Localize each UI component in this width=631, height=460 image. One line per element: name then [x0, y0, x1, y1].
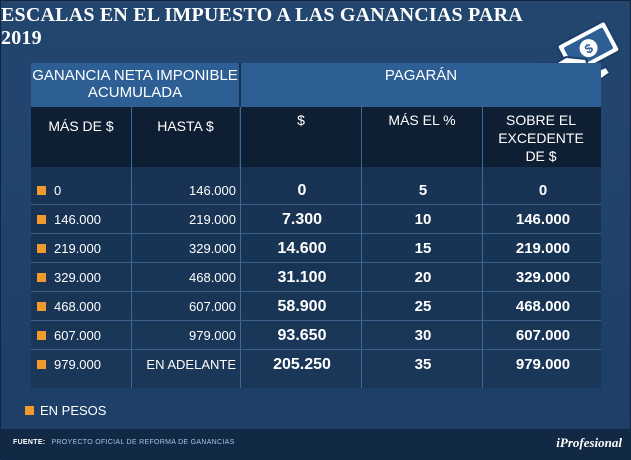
table-row: 468.000 607.000 58.900 25 468.000	[31, 292, 601, 321]
column-header-mas-el-pct: MÁS EL %	[388, 112, 456, 128]
cell-mas-de: 329.000	[31, 263, 131, 292]
legend-swatch-icon	[25, 406, 34, 415]
column-divider	[361, 107, 362, 388]
group-header-pagaran: PAGARÁN	[384, 67, 458, 84]
column-divider	[131, 107, 132, 388]
cell-pesos: 205.250	[273, 355, 331, 373]
table-row: 0 146.000 0 5 0	[31, 176, 601, 205]
bullet-icon	[37, 360, 46, 369]
subheader-cell	[241, 107, 361, 167]
cell-pct: 30	[414, 327, 432, 344]
cell-hasta: 468.000	[189, 270, 236, 285]
source-note: FUENTE: PROYECTO OFICIAL DE REFORMA DE GA…	[13, 439, 235, 446]
cell-mas-de: 979.000	[31, 350, 131, 379]
cell-excedente: 607.000	[515, 327, 571, 344]
cell-hasta: 219.000	[189, 212, 236, 227]
bullet-icon	[37, 273, 46, 282]
cell-mas-de-value: 219.000	[54, 241, 101, 256]
subheader-cell	[362, 107, 482, 167]
cell-excedente: 468.000	[515, 298, 571, 315]
cell-excedente: 146.000	[515, 211, 571, 228]
column-header-pesos: $	[297, 112, 305, 128]
cell-pct: 10	[414, 211, 432, 228]
cell-mas-de: 607.000	[31, 321, 131, 350]
cell-mas-de-value: 468.000	[54, 299, 101, 314]
cell-pesos: 93.650	[277, 326, 327, 344]
bullet-icon	[37, 331, 46, 340]
subheader-cell	[31, 107, 131, 167]
table-row: 219.000 329.000 14.600 15 219.000	[31, 234, 601, 263]
row-divider	[31, 233, 601, 234]
tax-scale-table: GANANCIA NETA IMPONIBLE ACUMULADA PAGARÁ…	[31, 63, 601, 388]
table-row: 329.000 468.000 31.100 20 329.000	[31, 263, 601, 292]
column-header-excedente: SOBRE EL EXCEDENTE DE $	[498, 112, 584, 164]
cell-excedente: 979.000	[515, 356, 571, 373]
cell-pct: 20	[414, 269, 432, 286]
cell-excedente: 329.000	[515, 269, 571, 286]
page-title: ESCALAS EN EL IMPUESTO A LAS GANANCIAS P…	[1, 4, 522, 49]
cell-mas-de-value: 329.000	[54, 270, 101, 285]
legend: EN PESOS	[25, 403, 106, 418]
bullet-icon	[37, 244, 46, 253]
table-row: 979.000 EN ADELANTE 205.250 35 979.000	[31, 350, 601, 379]
cell-hasta: 329.000	[189, 241, 236, 256]
cell-mas-de-value: 607.000	[54, 328, 101, 343]
cell-pesos: 14.600	[277, 239, 327, 257]
cell-pesos: 31.100	[277, 268, 327, 286]
cell-mas-de: 0	[31, 176, 131, 205]
cell-pesos: 7.300	[281, 210, 323, 228]
cell-hasta: 979.000	[189, 328, 236, 343]
cell-mas-de-value: 0	[54, 183, 62, 198]
bullet-icon	[37, 302, 46, 311]
group-header-ganancia: GANANCIA NETA IMPONIBLE ACUMULADA	[32, 67, 238, 101]
cell-pesos: 0	[297, 181, 307, 199]
row-divider	[31, 204, 601, 205]
row-divider	[31, 262, 601, 263]
cell-hasta: 607.000	[189, 299, 236, 314]
cell-mas-de: 468.000	[31, 292, 131, 321]
column-divider	[482, 107, 483, 388]
table-row: 146.000 219.000 7.300 10 146.000	[31, 205, 601, 234]
column-header-mas-de: MÁS DE $	[48, 118, 114, 134]
row-divider	[31, 320, 601, 321]
cell-pct: 5	[418, 182, 428, 199]
source-text: PROYECTO OFICIAL DE REFORMA DE GANANCIAS	[51, 439, 235, 446]
bullet-icon	[37, 215, 46, 224]
column-header-hasta: HASTA $	[157, 118, 214, 134]
cell-mas-de-value: 146.000	[54, 212, 101, 227]
subheader-cell	[483, 107, 601, 167]
cell-pct: 25	[414, 298, 432, 315]
subheader-cell	[132, 107, 239, 167]
cell-hasta: 146.000	[189, 183, 236, 198]
cell-hasta: EN ADELANTE	[146, 357, 236, 372]
header-band-right	[241, 63, 601, 107]
cell-excedente: 0	[538, 182, 548, 199]
cell-excedente: 219.000	[515, 240, 571, 257]
row-divider	[31, 291, 601, 292]
bullet-icon	[37, 186, 46, 195]
legend-label: EN PESOS	[40, 403, 107, 418]
column-divider	[240, 107, 241, 388]
cell-mas-de-value: 979.000	[54, 357, 101, 372]
table-row: 607.000 979.000 93.650 30 607.000	[31, 321, 601, 350]
cell-mas-de: 219.000	[31, 234, 131, 263]
row-divider	[31, 349, 601, 350]
cell-pct: 35	[414, 356, 432, 373]
cell-pct: 15	[414, 240, 432, 257]
cell-pesos: 58.900	[277, 297, 327, 315]
source-label: FUENTE:	[13, 439, 46, 446]
header-band-left	[31, 63, 239, 107]
brand-logo: iProfesional	[556, 435, 622, 450]
footer: FUENTE: PROYECTO OFICIAL DE REFORMA DE GA…	[1, 429, 631, 460]
cell-mas-de: 146.000	[31, 205, 131, 234]
